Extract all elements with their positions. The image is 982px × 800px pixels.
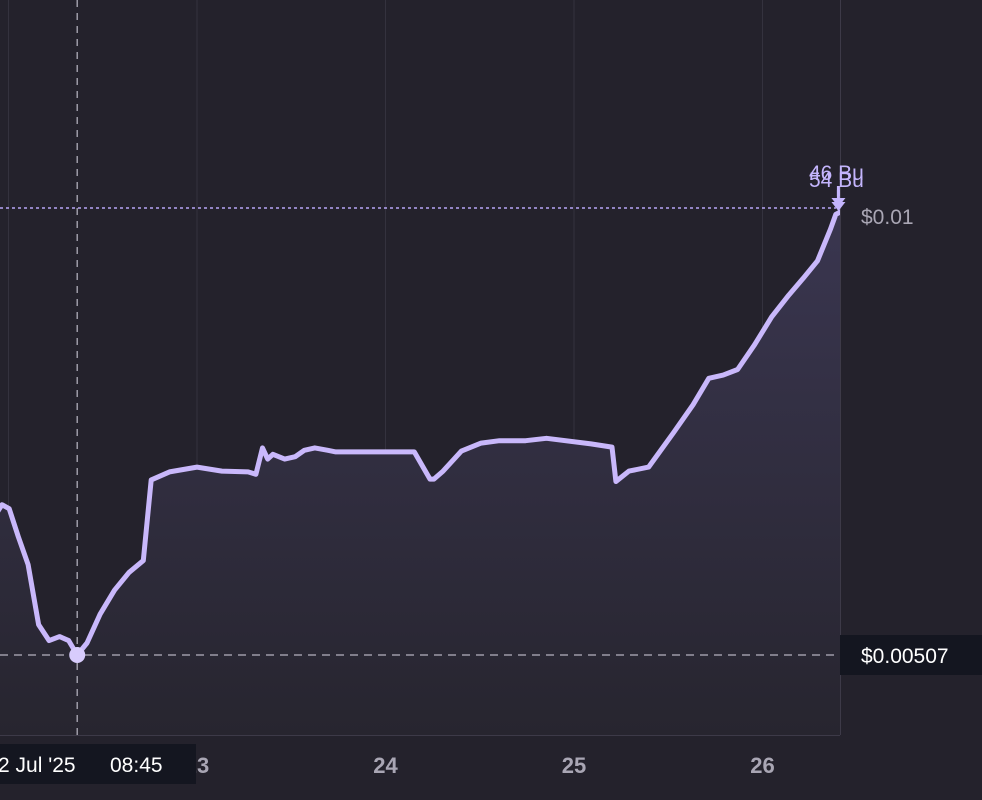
trade-marker-label: 46 Bu bbox=[809, 162, 864, 185]
trade-marker[interactable]: 54 Bu bbox=[809, 169, 864, 211]
x-tick-label: 25 bbox=[562, 753, 586, 778]
crosshair-time-label: 08:45 bbox=[110, 754, 163, 777]
x-axis-ticks: 23 24 25 26 bbox=[185, 753, 775, 778]
trade-marker-label: 54 Bu bbox=[809, 169, 864, 192]
last-price-label: $0.01 bbox=[861, 206, 914, 229]
x-tick-label: 26 bbox=[750, 753, 774, 778]
crosshair-point bbox=[69, 647, 86, 663]
x-tick-label: 24 bbox=[373, 753, 398, 778]
crosshair-date-box bbox=[0, 744, 196, 784]
crosshair-price-label: $0.00507 bbox=[861, 645, 949, 668]
trade-marker-stem bbox=[836, 190, 840, 200]
trade-marker-arrow-icon bbox=[831, 202, 846, 211]
crosshair-price-box bbox=[840, 635, 982, 675]
crosshair-date-label: 2 Jul '25 bbox=[0, 754, 76, 777]
price-area bbox=[0, 212, 840, 735]
